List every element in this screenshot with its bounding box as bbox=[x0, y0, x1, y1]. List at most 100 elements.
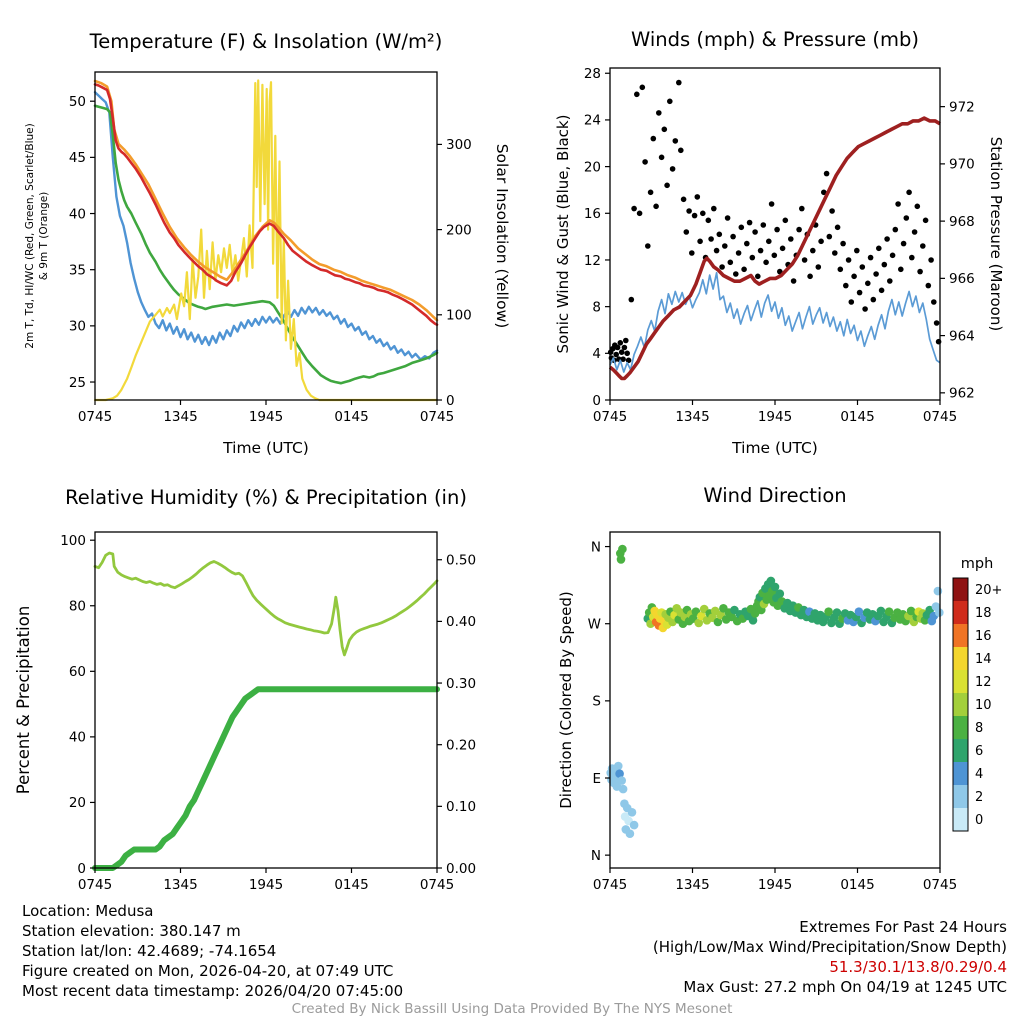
y-axis-label-left: & 9m T (Orange) bbox=[38, 192, 50, 281]
speed-colorbar: mph 20+ 18 16 14 12 10 8 6 4 2 0 bbox=[952, 556, 1002, 832]
y-tick-label: 0.20 bbox=[446, 737, 476, 753]
colorbar-title: mph bbox=[961, 556, 994, 572]
y-tick-label: 972 bbox=[949, 99, 975, 115]
series-sonic-wind bbox=[609, 271, 941, 373]
x-tick-label: 0145 bbox=[840, 877, 874, 893]
y-axis-label-left: Sonic Wind & Gust (Blue, Black) bbox=[554, 115, 572, 354]
x-tick-label: 1945 bbox=[758, 409, 792, 425]
x-tick-label: 1345 bbox=[163, 409, 197, 425]
y-tick-label: 25 bbox=[69, 375, 86, 391]
colorbar-label: 18 bbox=[975, 606, 992, 621]
y-tick-label: 50 bbox=[69, 94, 86, 110]
series-wind-chill bbox=[93, 91, 439, 361]
station-location: Location: Medusa bbox=[22, 902, 154, 920]
chart-title: Wind Direction bbox=[703, 484, 846, 507]
y-tick-label: 0 bbox=[446, 393, 455, 409]
x-tick-label: 1345 bbox=[163, 877, 197, 893]
max-gust: Max Gust: 27.2 mph On 04/19 at 1245 UTC bbox=[683, 978, 1007, 996]
temperature-insolation-chart: 0745 1345 1945 0145 0745 25 30 35 40 45 50 0 100 200 3… bbox=[24, 30, 511, 457]
y-tick-label: 968 bbox=[949, 214, 975, 230]
y-tick-label: 964 bbox=[949, 328, 975, 344]
y-tick-label: 0.00 bbox=[446, 861, 476, 877]
x-tick-label: 1945 bbox=[249, 409, 283, 425]
x-tick-label: 1345 bbox=[675, 877, 709, 893]
y-tick-label: 16 bbox=[584, 206, 601, 222]
plot-frame bbox=[609, 531, 941, 869]
y-tick-label: 12 bbox=[584, 253, 601, 269]
station-info: Location: Medusa Station elevation: 380.… bbox=[22, 901, 403, 1001]
humidity-precipitation-chart: 0745 1345 1945 0145 07450204060801000.000.10… bbox=[14, 486, 476, 893]
extremes-subtitle: (High/Low/Max Wind/Precipitation/Snow De… bbox=[652, 938, 1007, 956]
series-precipitation bbox=[92, 686, 440, 871]
series-relative-humidity bbox=[93, 551, 439, 657]
extremes-summary: Extremes For Past 24 Hours (High/Low/Max… bbox=[653, 917, 1007, 997]
station-latlon: Station lat/lon: 42.4689; -74.1654 bbox=[22, 942, 277, 960]
y-axis-label-left: 2m T, Td, HI/WC (Red, Green, Scarlet/Blu… bbox=[24, 123, 36, 348]
y-tick-label: 0.30 bbox=[446, 676, 476, 692]
series-pressure bbox=[608, 116, 941, 381]
y-tick-label: 0 bbox=[77, 861, 86, 877]
colorbar-label: 4 bbox=[975, 767, 983, 782]
y-tick-label: 30 bbox=[69, 319, 86, 335]
y-axis-label-left: Direction (Colored By Speed) bbox=[557, 591, 575, 809]
y-tick-label: 24 bbox=[584, 113, 601, 129]
figure-created: Figure created on Mon, 2026-04-20, at 07… bbox=[22, 962, 394, 980]
y-tick-label: N bbox=[591, 848, 601, 864]
x-tick-label: 0145 bbox=[334, 877, 368, 893]
x-tick-label: 0745 bbox=[593, 877, 627, 893]
x-tick-label: 0745 bbox=[420, 409, 454, 425]
y-axis-label-left: Percent & Precipitation bbox=[14, 606, 33, 795]
y-tick-label: 300 bbox=[446, 137, 472, 153]
x-tick-label: 0745 bbox=[923, 877, 957, 893]
data-timestamp: Most recent data timestamp: 2026/04/20 0… bbox=[22, 982, 404, 1000]
wind-direction-chart: 0745 1345 1945 0145 0745 N W S E N Wind Direction D… bbox=[557, 484, 1002, 893]
extremes-values: 51.3/30.1/13.8/0.29/0.4 bbox=[829, 958, 1007, 976]
x-tick-label: 1345 bbox=[675, 409, 709, 425]
y-tick-label: 970 bbox=[949, 157, 975, 173]
x-tick-label: 0745 bbox=[593, 409, 627, 425]
y-tick-label: 100 bbox=[446, 308, 472, 324]
direction-dots bbox=[606, 544, 944, 838]
x-axis-label: Time (UTC) bbox=[731, 439, 818, 457]
chart-title: Temperature (F) & Insolation (W/m²) bbox=[89, 30, 443, 53]
colorbar-label: 0 bbox=[975, 813, 983, 828]
y-tick-label: 40 bbox=[69, 206, 86, 222]
y-tick-label: N bbox=[591, 539, 601, 555]
y-tick-label: 60 bbox=[69, 664, 86, 680]
colorbar-label: 6 bbox=[975, 744, 983, 759]
series-dew-point bbox=[93, 104, 439, 385]
colorbar-label: 8 bbox=[975, 721, 983, 736]
gust-dots bbox=[607, 79, 942, 364]
y-tick-label: 40 bbox=[69, 730, 86, 746]
colorbar-label: 12 bbox=[975, 675, 992, 690]
colorbar-label: 2 bbox=[975, 790, 983, 805]
x-tick-label: 0745 bbox=[78, 409, 112, 425]
x-tick-label: 1945 bbox=[758, 877, 792, 893]
credit-line: Created By Nick Bassill Using Data Provi… bbox=[291, 1001, 733, 1017]
x-tick-label: 0145 bbox=[840, 409, 874, 425]
y-tick-label: 0.10 bbox=[446, 799, 476, 815]
x-tick-label: 0745 bbox=[923, 409, 957, 425]
y-tick-label: 100 bbox=[60, 533, 86, 549]
y-tick-label: 200 bbox=[446, 222, 472, 238]
x-tick-label: 0745 bbox=[420, 877, 454, 893]
y-tick-label: 28 bbox=[584, 66, 601, 82]
x-axis-label: Time (UTC) bbox=[222, 439, 309, 457]
colorbar-label: 20+ bbox=[975, 583, 1002, 598]
y-tick-label: 0 bbox=[592, 393, 601, 409]
station-elevation: Station elevation: 380.147 m bbox=[22, 922, 241, 940]
y-tick-label: 20 bbox=[69, 795, 86, 811]
y-tick-label: 962 bbox=[949, 386, 975, 402]
series-solar bbox=[93, 79, 439, 402]
colorbar-label: 10 bbox=[975, 698, 992, 713]
x-tick-label: 0145 bbox=[334, 409, 368, 425]
y-tick-label: S bbox=[592, 694, 601, 710]
series-temp-2m bbox=[93, 83, 439, 326]
y-axis-label-right: Station Pressure (Maroon) bbox=[987, 137, 1005, 331]
y-tick-label: E bbox=[592, 771, 601, 787]
y-tick-label: 0.50 bbox=[446, 553, 476, 569]
colorbar-label: 14 bbox=[975, 652, 992, 667]
x-tick-label: 0745 bbox=[78, 877, 112, 893]
y-tick-label: 0.40 bbox=[446, 614, 476, 630]
